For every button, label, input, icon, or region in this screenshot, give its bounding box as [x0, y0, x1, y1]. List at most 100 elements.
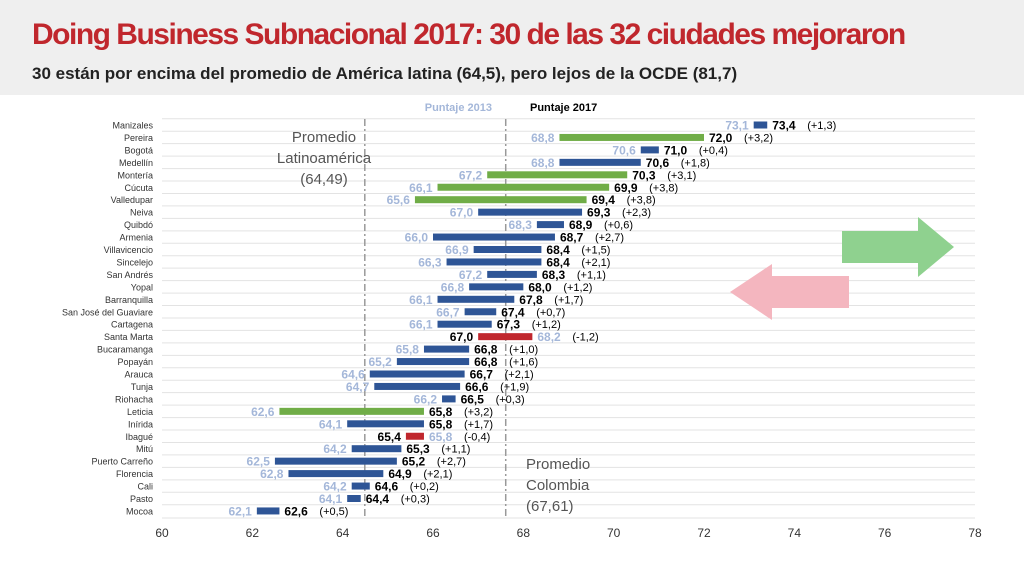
label-2013: 65,8: [429, 430, 453, 444]
city-label: Medellín: [119, 158, 153, 168]
bar-5: [437, 183, 610, 191]
x-tick-label: 68: [517, 526, 531, 540]
city-label: Santa Marta: [104, 332, 153, 342]
label-2017: 72,0: [709, 131, 733, 145]
label-2017: 69,4: [592, 193, 616, 207]
label-2017: 70,3: [632, 168, 656, 182]
label-2017: 67,0: [450, 330, 474, 344]
change-label: (+2,1): [423, 469, 452, 481]
change-label: (+2,7): [437, 456, 466, 468]
colombia-avg-label: Colombia: [526, 477, 590, 494]
city-label: San José del Guaviare: [62, 307, 153, 317]
change-label: (+1,7): [464, 419, 493, 431]
label-2013: 68,2: [537, 330, 561, 344]
bar-13: [469, 283, 524, 291]
label-2013: 62,6: [251, 405, 275, 419]
city-label: San Andrés: [106, 270, 153, 280]
label-2013: 66,1: [409, 181, 433, 195]
label-2017: 68,4: [546, 255, 570, 269]
label-2013: 65,6: [387, 193, 411, 207]
change-label: (-0,4): [464, 431, 490, 443]
change-label: (+1,6): [509, 357, 538, 369]
label-2017: 62,6: [284, 504, 308, 518]
legend-2013: Puntaje 2013: [425, 102, 492, 114]
label-2013: 68,8: [531, 131, 555, 145]
city-label: Villavicencio: [104, 245, 153, 255]
change-label: (+1,2): [563, 282, 592, 294]
label-2017: 68,7: [560, 231, 584, 245]
change-label: (+2,1): [581, 257, 610, 269]
label-2013: 62,8: [260, 467, 284, 481]
label-2013: 68,3: [509, 218, 533, 232]
change-label: (+2,3): [622, 207, 651, 219]
change-label: (+1,1): [441, 444, 470, 456]
label-2013: 62,5: [247, 455, 271, 469]
label-2017: 64,4: [366, 492, 390, 506]
change-label: (+3,2): [464, 406, 493, 418]
label-2013: 62,1: [228, 504, 252, 518]
city-label: Florencia: [116, 469, 153, 479]
label-2017: 68,3: [542, 268, 566, 282]
bar-8: [536, 221, 564, 229]
city-label: Arauca: [124, 370, 153, 380]
city-label: Yopal: [131, 282, 153, 292]
colombia-avg-label: (67,61): [526, 498, 574, 515]
change-label: (+2,7): [595, 232, 624, 244]
bar-7: [478, 208, 583, 216]
legend-2017: Puntaje 2017: [530, 102, 597, 114]
label-2013: 70,6: [612, 143, 636, 157]
bar-2: [640, 146, 659, 154]
bar-20: [369, 370, 465, 378]
label-2017: 67,8: [519, 293, 543, 307]
change-label: (+1,8): [681, 157, 710, 169]
city-label: Armenia: [119, 233, 153, 243]
bar-1: [559, 133, 704, 141]
label-2017: 66,5: [461, 392, 485, 406]
label-2013: 66,3: [418, 255, 442, 269]
x-tick-label: 60: [155, 526, 169, 540]
city-label: Popayán: [117, 357, 153, 367]
label-2013: 66,9: [445, 243, 469, 257]
label-2013: 66,7: [436, 305, 460, 319]
label-2013: 73,1: [725, 119, 749, 133]
change-label: (+1,3): [807, 120, 836, 132]
label-2017: 66,7: [470, 368, 494, 382]
change-label: (+0,7): [536, 307, 565, 319]
label-2013: 64,7: [346, 380, 370, 394]
label-2013: 65,2: [369, 355, 393, 369]
label-2013: 67,2: [459, 268, 483, 282]
x-tick-label: 64: [336, 526, 350, 540]
change-label: (+3,2): [744, 132, 773, 144]
bar-28: [288, 470, 384, 478]
arrow-right-icon: [842, 217, 954, 277]
x-tick-label: 72: [697, 526, 711, 540]
x-tick-label: 76: [878, 526, 892, 540]
label-2017: 68,9: [569, 218, 593, 232]
change-label: (+0,3): [496, 394, 525, 406]
city-label: Manizales: [112, 121, 153, 131]
change-label: (-1,2): [572, 332, 598, 344]
label-2017: 71,0: [664, 143, 688, 157]
bar-22: [442, 395, 456, 403]
city-label: Cali: [137, 482, 153, 492]
label-2017: 64,9: [388, 467, 412, 481]
bar-11: [446, 258, 542, 266]
change-label: (+3,8): [649, 182, 678, 194]
latam-avg-label: (64,49): [300, 171, 348, 188]
bar-14: [437, 295, 515, 303]
label-2017: 65,8: [429, 417, 453, 431]
x-tick-label: 62: [246, 526, 260, 540]
city-label: Bogotá: [124, 145, 153, 155]
label-2017: 73,4: [772, 119, 796, 133]
change-label: (+1,7): [554, 294, 583, 306]
label-2013: 64,2: [323, 442, 347, 456]
label-2017: 67,3: [497, 318, 521, 332]
city-label: Sincelejo: [116, 257, 153, 267]
city-label: Tunja: [131, 382, 153, 392]
label-2013: 68,8: [531, 156, 555, 170]
bar-3: [559, 158, 641, 166]
bar-24: [347, 420, 424, 428]
label-2017: 66,8: [474, 355, 498, 369]
change-label: (+3,8): [627, 195, 656, 207]
label-2013: 64,1: [319, 492, 343, 506]
